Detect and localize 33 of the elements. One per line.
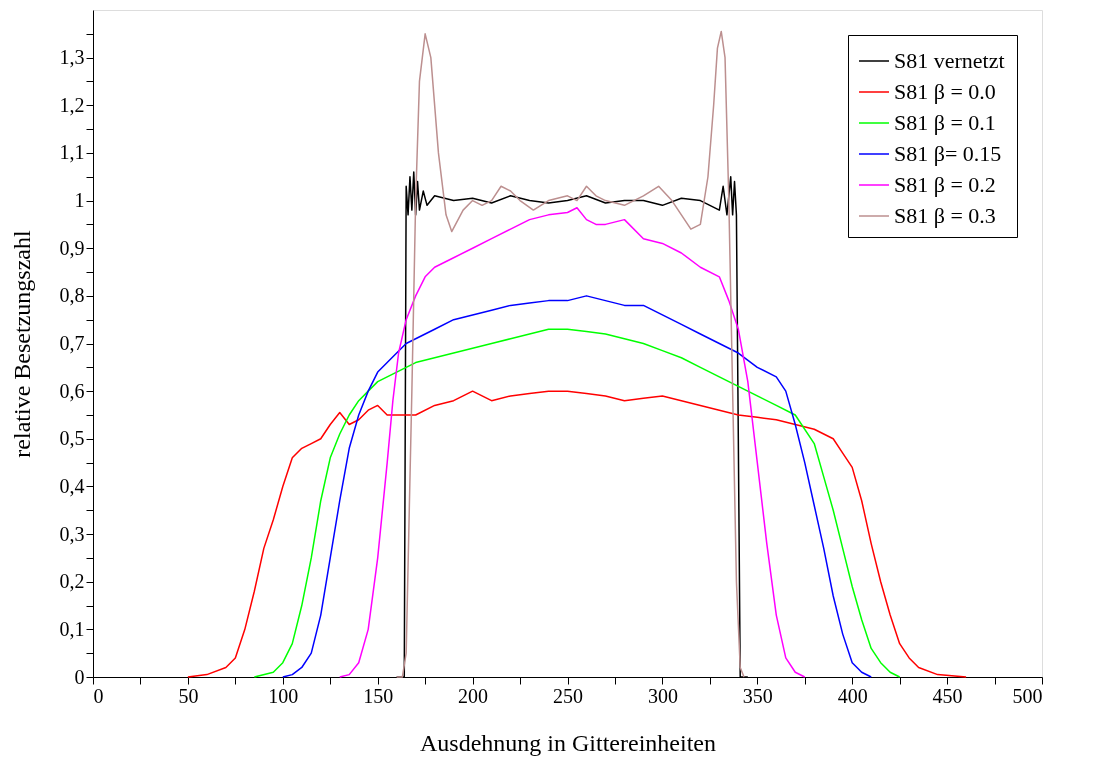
y-tick-label: 0,9 — [59, 236, 85, 259]
x-tick-label: 50 — [178, 684, 199, 707]
y-tick-label: 1,2 — [59, 93, 85, 116]
x-tick-label: 150 — [363, 684, 394, 707]
y-tick-label: 1 — [74, 189, 85, 212]
x-tick-label: 200 — [458, 684, 489, 707]
y-tick-label: 0 — [74, 665, 85, 688]
x-tick-label: 400 — [837, 684, 868, 707]
x-tick-label: 250 — [553, 684, 583, 707]
y-tick-label: 0,3 — [59, 522, 85, 545]
x-tick-label: 0 — [93, 684, 104, 707]
y-tick-label: 0,4 — [59, 474, 85, 497]
y-tick-label: 1,1 — [59, 141, 85, 164]
y-tick-label: 0,5 — [59, 427, 85, 450]
legend-label: S81 β = 0.3 — [894, 203, 996, 228]
y-tick-label: 0,6 — [59, 379, 85, 402]
y-axis-title: relative Besetzungszahl — [8, 230, 35, 458]
x-tick-label: 300 — [647, 684, 678, 707]
legend-label: S81 vernetzt — [894, 48, 1005, 73]
y-tick-label: 0,8 — [59, 284, 85, 307]
x-tick-label: 100 — [268, 684, 299, 707]
y-tick-label: 1,3 — [59, 46, 85, 69]
legend-label: S81 β= 0.15 — [894, 141, 1002, 166]
y-tick-label: 0,7 — [59, 332, 85, 354]
legend-label: S81 β = 0.1 — [894, 110, 996, 135]
x-tick-label: 350 — [742, 684, 773, 707]
y-tick-label: 0,1 — [59, 617, 85, 640]
legend-label: S81 β = 0.0 — [894, 79, 996, 104]
y-tick-label: 0,2 — [59, 570, 85, 593]
x-tick-label: 500 — [1012, 684, 1043, 707]
legend-label: S81 β = 0.2 — [894, 172, 996, 197]
x-axis-title: Ausdehnung in Gittereinheiten — [420, 729, 716, 756]
x-tick-label: 450 — [932, 684, 963, 707]
